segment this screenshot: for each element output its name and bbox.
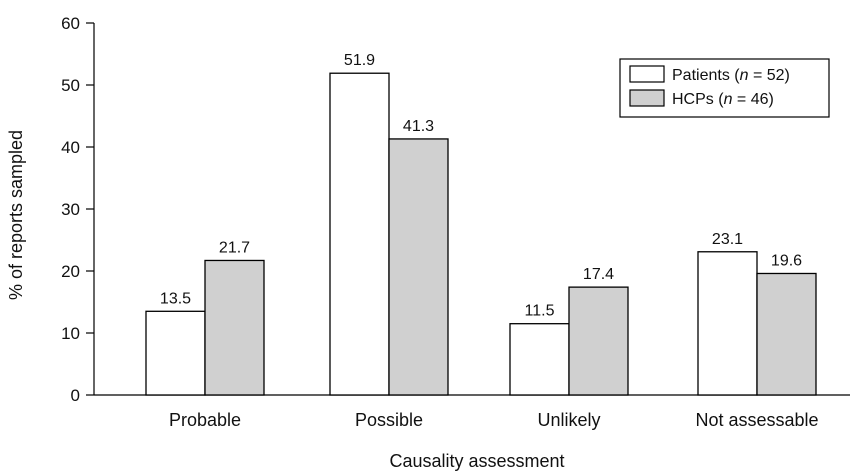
bar-value-label: 21.7: [219, 239, 250, 256]
x-tick-label: Possible: [355, 410, 423, 430]
x-tick-label: Probable: [169, 410, 241, 430]
bar-value-label: 13.5: [160, 290, 191, 307]
bar-hcps: [388, 138, 449, 396]
x-tick-label: Not assessable: [695, 410, 818, 430]
x-axis: Probable Possible Unlikely Not assessable: [94, 394, 850, 430]
bar-value-label: 51.9: [344, 52, 375, 69]
legend-label: Patients (n = 52): [672, 67, 790, 84]
y-tick-label: 50: [61, 76, 80, 95]
bar-value-label: 23.1: [712, 231, 743, 248]
legend-swatch: [629, 65, 665, 83]
bar-value-label: 19.6: [771, 252, 802, 269]
y-axis: 0 10 20 30 40 50 60: [61, 14, 95, 405]
bar-value-label: 17.4: [583, 266, 614, 283]
bar-patients: [509, 323, 570, 396]
y-tick-label: 30: [61, 200, 80, 219]
x-axis-title: Causality assessment: [389, 451, 564, 471]
bar-hcps: [204, 259, 265, 396]
y-tick-label: 0: [71, 386, 80, 405]
x-tick-label: Unlikely: [537, 410, 600, 430]
legend-swatch: [629, 89, 665, 107]
bar-patients: [697, 251, 758, 396]
legend: Patients (n = 52) HCPs (n = 46): [619, 58, 830, 118]
legend-label: HCPs (n = 46): [672, 91, 774, 108]
y-tick-label: 20: [61, 262, 80, 281]
bar-hcps: [756, 272, 817, 396]
y-tick-label: 10: [61, 324, 80, 343]
bar-patients: [145, 310, 206, 396]
bar-hcps: [568, 286, 629, 396]
bar-value-label: 11.5: [525, 303, 555, 320]
y-tick-label: 60: [61, 14, 80, 33]
y-tick-label: 40: [61, 138, 80, 157]
bars: 13.5 51.9 11.5 23.1 21.7 41.3 17.4 19.6: [145, 52, 817, 396]
bar-value-label: 41.3: [403, 118, 434, 135]
bar-patients: [329, 72, 390, 396]
y-axis-title: % of reports sampled: [6, 130, 26, 300]
